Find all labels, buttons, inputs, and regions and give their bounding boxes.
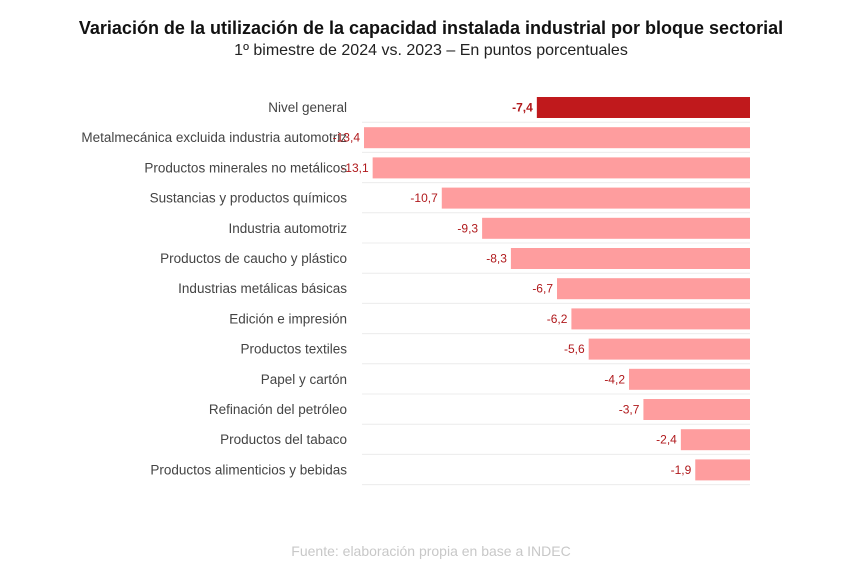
- value-label: -5,6: [564, 342, 585, 356]
- bar: [680, 429, 750, 451]
- bar: [695, 459, 750, 481]
- bar: [571, 308, 750, 330]
- bar: [629, 368, 750, 390]
- category-label: Productos textiles: [240, 342, 347, 357]
- chart-rows: Nivel general -7,4 Metalmecánica excluida …: [81, 97, 750, 486]
- category-label: Industria automotriz: [228, 221, 347, 236]
- bar: [372, 157, 750, 179]
- chart-subtitle: 1º bimestre de 2024 vs. 2023 – En puntos…: [234, 42, 628, 59]
- category-label: Industrias metálicas básicas: [178, 281, 347, 296]
- value-label: -7,4: [512, 101, 533, 115]
- bar: [557, 278, 750, 300]
- bar: [441, 187, 750, 209]
- value-label: -4,2: [604, 372, 625, 386]
- bar: [482, 217, 750, 239]
- value-label: -3,7: [619, 403, 640, 417]
- value-label: -2,4: [656, 433, 677, 447]
- chart-title: Variación de la utilización de la capaci…: [78, 18, 784, 38]
- category-label: Edición e impresión: [229, 311, 347, 326]
- bar: [510, 248, 750, 269]
- value-label: -10,7: [410, 191, 438, 205]
- bar: [588, 338, 750, 360]
- source-note: Fuente: elaboración propia en base a IND…: [291, 543, 571, 559]
- category-label: Metalmecánica excluida industria automot…: [81, 130, 347, 145]
- bar-chart: Nivel general -7,4 Metalmecánica excluida …: [81, 97, 750, 486]
- value-label: -6,2: [547, 312, 568, 326]
- category-label: Productos minerales no metálicos: [144, 160, 347, 175]
- category-label: Productos alimenticios y bebidas: [150, 462, 347, 477]
- category-label: Papel y cartón: [261, 372, 347, 387]
- value-label: -9,3: [457, 221, 478, 235]
- value-label: -13,1: [341, 161, 369, 175]
- category-label: Productos de caucho y plástico: [160, 251, 347, 266]
- value-label: -1,9: [671, 463, 692, 477]
- value-label: -8,3: [486, 252, 507, 266]
- bar: [643, 399, 750, 420]
- category-label: Productos del tabaco: [220, 432, 347, 447]
- category-label: Nivel general: [268, 100, 347, 115]
- category-label: Refinación del petróleo: [209, 402, 347, 417]
- value-label: -6,7: [532, 282, 553, 296]
- bar: [364, 127, 750, 149]
- bar-highlight: [536, 97, 750, 118]
- value-label: -13,4: [333, 131, 361, 145]
- category-label: Sustancias y productos químicos: [150, 191, 348, 206]
